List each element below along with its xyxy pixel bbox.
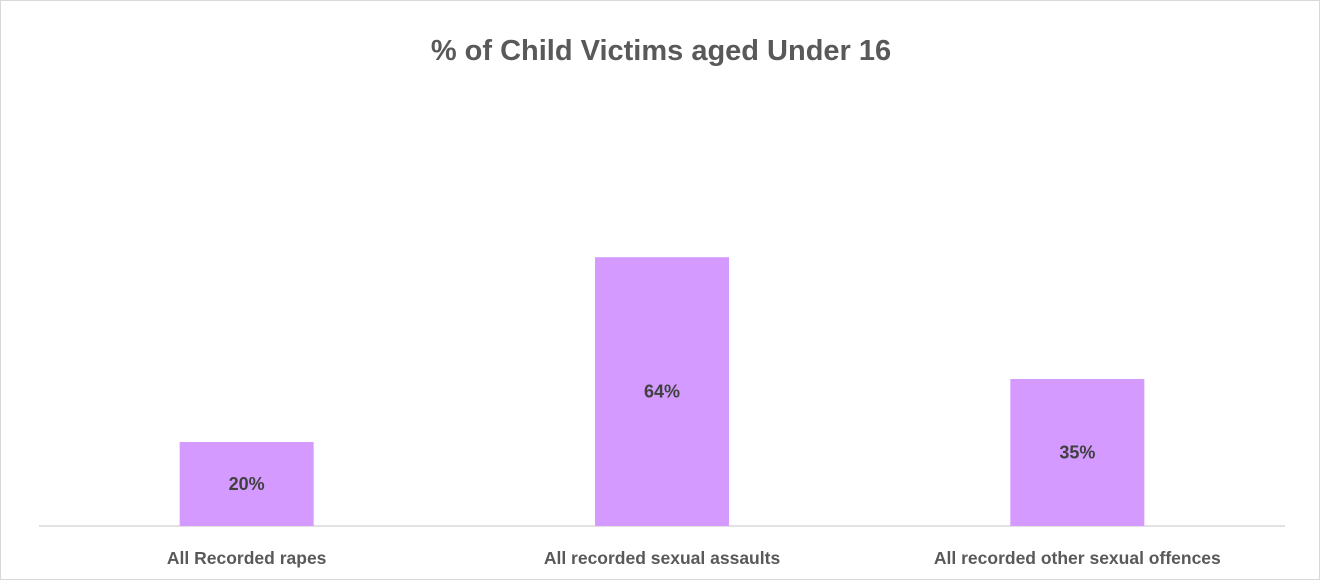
category-label: All Recorded rapes <box>167 548 327 568</box>
bar-value-label: 64% <box>644 382 680 402</box>
bars-group <box>179 257 1145 526</box>
bar <box>1010 379 1145 526</box>
bar-value-label: 35% <box>1059 443 1095 463</box>
value-labels-group: 20% 64% 35% <box>229 382 1096 494</box>
category-label: All recorded sexual assaults <box>544 548 781 568</box>
chart-title: % of Child Victims aged Under 16 <box>430 35 892 67</box>
bar-value-label: 20% <box>229 474 265 494</box>
bar <box>179 442 314 526</box>
category-label: All recorded other sexual offences <box>934 548 1221 568</box>
bar <box>595 257 729 526</box>
category-labels-group: All Recorded rapes All recorded sexual as… <box>167 548 1221 568</box>
